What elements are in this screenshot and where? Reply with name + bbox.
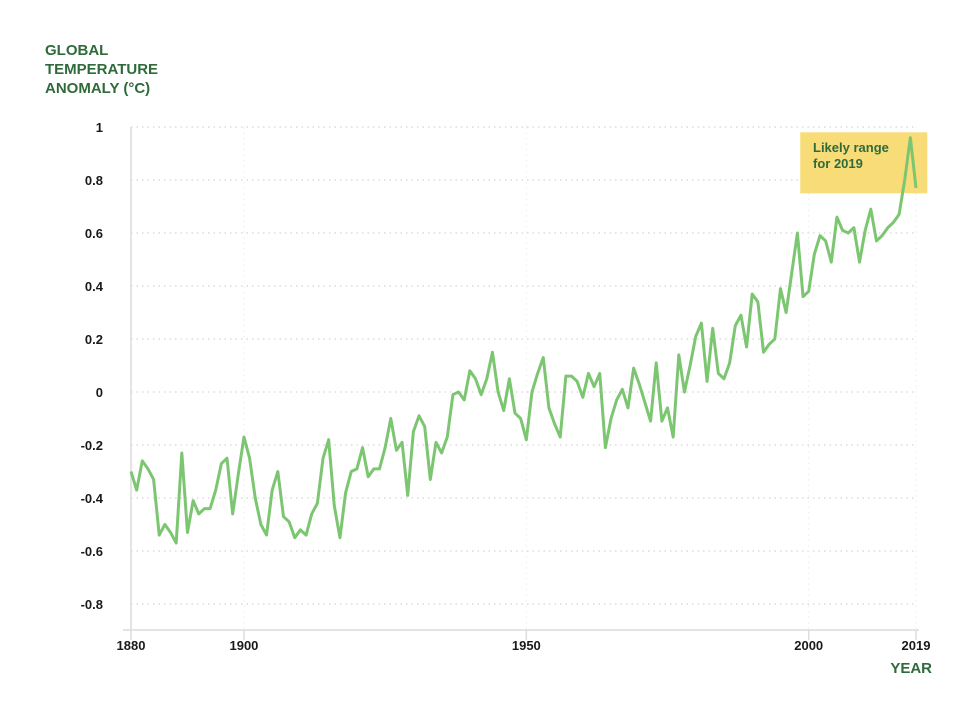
- y-tick-label: 0.2: [85, 332, 103, 347]
- y-tick-label: 0.8: [85, 173, 103, 188]
- x-tick-label: 2000: [794, 638, 823, 653]
- annotation-line-1: Likely range: [813, 140, 889, 155]
- y-axis-title-line-2: TEMPERATURE: [45, 61, 158, 78]
- y-tick-label: -0.8: [81, 597, 103, 612]
- x-tick-label: 1950: [512, 638, 541, 653]
- y-tick-label: -0.4: [81, 491, 104, 506]
- x-tick-label: 1900: [229, 638, 258, 653]
- annotation-line-2: for 2019: [813, 156, 863, 171]
- x-tick-label: 1880: [117, 638, 146, 653]
- y-tick-label: -0.2: [81, 438, 103, 453]
- x-axis-title: YEAR: [890, 660, 932, 677]
- y-tick-label: 0.6: [85, 226, 103, 241]
- y-axis-title-line-1: GLOBAL: [45, 42, 108, 59]
- y-tick-label: 1: [96, 120, 103, 135]
- temperature-line: [129, 136, 918, 545]
- x-tick-label: 2019: [902, 638, 931, 653]
- y-tick-label: 0: [96, 385, 103, 400]
- y-tick-label: -0.6: [81, 544, 103, 559]
- y-tick-label: 0.4: [85, 279, 104, 294]
- y-axis-title-line-3: ANOMALY (°C): [45, 80, 150, 97]
